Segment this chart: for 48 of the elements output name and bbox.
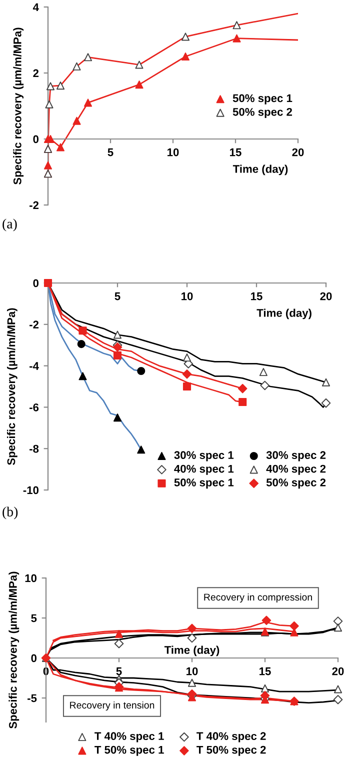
x-tick-label: 20 bbox=[332, 667, 344, 676]
legend-label: 30% spec 1 bbox=[174, 451, 234, 462]
y-tick-label: 4 bbox=[32, 3, 39, 12]
y-tick-label: 2 bbox=[33, 69, 39, 78]
y-tick-label: -2 bbox=[30, 320, 39, 328]
x-tick-label: 15 bbox=[251, 292, 262, 300]
y-axis-title: Specific recovery (µm/m/MPa) bbox=[6, 308, 18, 466]
x-tick-label: 20 bbox=[320, 292, 332, 300]
x-tick-label: 5 bbox=[114, 292, 120, 300]
x-tick-label: 15 bbox=[260, 667, 271, 676]
x-tick-label: 10 bbox=[182, 292, 193, 300]
x-tick-label: 10 bbox=[168, 148, 179, 156]
y-tick-label: -2 bbox=[30, 201, 39, 210]
legend-label: T 50% spec 2 bbox=[196, 746, 266, 756]
legend-label: T 40% spec 2 bbox=[196, 732, 266, 742]
y-tick-label: -4 bbox=[30, 362, 39, 370]
legend-label: 40% spec 1 bbox=[174, 464, 234, 475]
y-tick-label: -8 bbox=[30, 444, 39, 453]
y-tick-label: 10 bbox=[25, 574, 37, 582]
legend-label: 50% spec 1 bbox=[232, 94, 292, 104]
legend-label: 30% spec 2 bbox=[266, 451, 326, 462]
text: (b) bbox=[2, 506, 18, 520]
y-tick-label: 0 bbox=[33, 135, 39, 144]
annotation: Recovery in tension bbox=[70, 701, 154, 711]
x-axis-title: Time (day) bbox=[232, 164, 288, 176]
x-axis-title: Time (day) bbox=[256, 308, 312, 320]
legend-label: 50% spec 1 bbox=[174, 478, 234, 489]
y-tick-label: 5 bbox=[31, 614, 37, 622]
y-tick-label: -10 bbox=[23, 486, 39, 494]
x-tick-label: 15 bbox=[230, 148, 242, 156]
legend-label: 50% spec 2 bbox=[266, 478, 326, 489]
y-axis-title: Specific recovery (µm/m/MPa) bbox=[8, 572, 20, 729]
y-axis-title: Specific recovery (µm/m/MPa) bbox=[13, 28, 24, 185]
legend-label: 40% spec 2 bbox=[266, 464, 326, 475]
annotation: Recovery in compression bbox=[204, 593, 312, 603]
legend-label: 50% spec 2 bbox=[232, 108, 292, 118]
x-tick-label: 5 bbox=[116, 667, 122, 676]
legend-label: T 40% spec 1 bbox=[94, 732, 164, 742]
y-tick-label: -5 bbox=[28, 694, 37, 702]
x-tick-label: 20 bbox=[292, 148, 304, 156]
legend-label: T 50% spec 1 bbox=[94, 746, 164, 756]
x-axis-title: Time (day) bbox=[164, 646, 220, 656]
x-tick-label: 10 bbox=[186, 667, 198, 676]
y-tick-label: 0 bbox=[33, 279, 39, 288]
y-tick-label: 0 bbox=[31, 654, 37, 662]
y-tick-label: -6 bbox=[30, 403, 39, 412]
text: (a) bbox=[2, 218, 17, 232]
x-tick-label: 5 bbox=[108, 148, 114, 156]
